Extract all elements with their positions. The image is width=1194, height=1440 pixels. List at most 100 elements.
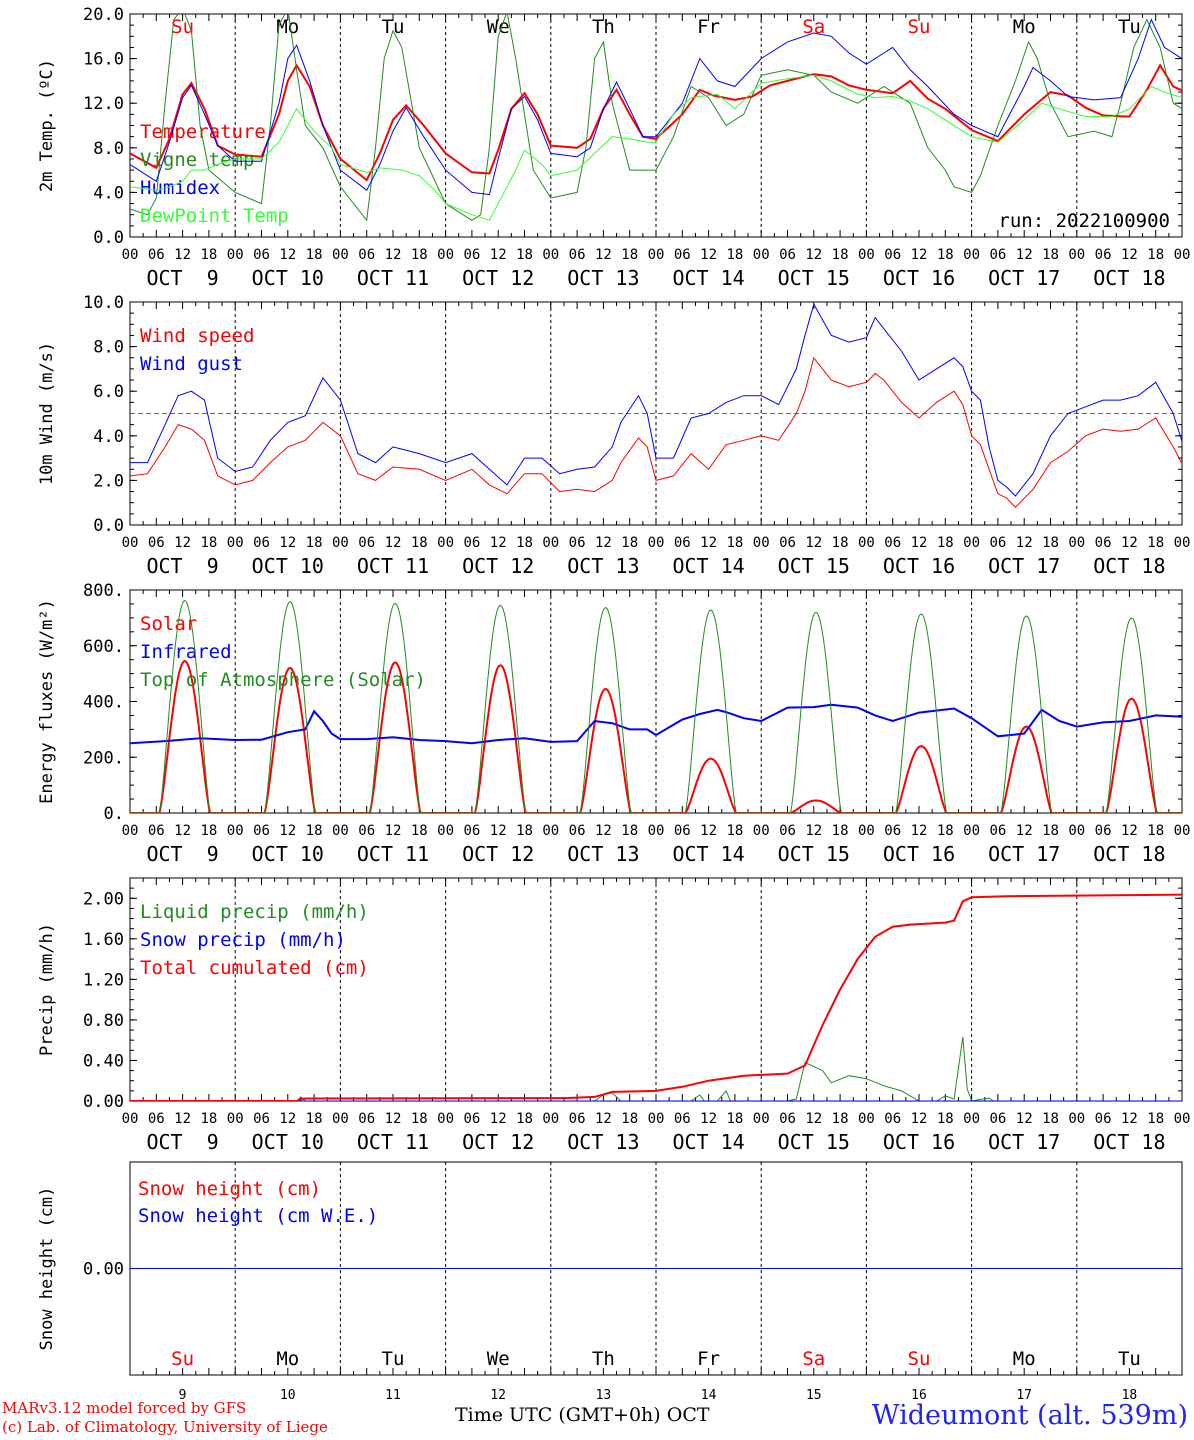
hour-tick-label: 00: [332, 823, 349, 839]
hour-tick-label: 00: [648, 535, 665, 551]
series-line-wind-speed: [130, 356, 1182, 508]
footer-credits: MARv3.12 model forced by GFS (c) Lab. of…: [2, 1399, 328, 1437]
hour-tick-label: 12: [174, 247, 191, 263]
legend-snow-height-cm: Snow height (cm): [138, 1178, 321, 1200]
hour-tick-label: 12: [279, 823, 296, 839]
hour-tick-label: 12: [595, 823, 612, 839]
hour-tick-label: 18: [200, 535, 217, 551]
date-label: OCT 11: [357, 1130, 429, 1154]
hour-tick-label: 00: [963, 1111, 980, 1127]
y-tick-label: 0.0: [93, 516, 124, 536]
hour-tick-label: 06: [148, 247, 165, 263]
date-label: OCT 10: [252, 842, 324, 866]
weekday-label: Su: [171, 1348, 194, 1370]
weekday-label: Sa: [802, 1348, 825, 1370]
hour-tick-label: 18: [516, 823, 533, 839]
hour-tick-label: 06: [148, 1111, 165, 1127]
hour-tick-label: 12: [174, 1111, 191, 1127]
hour-tick-label: 12: [805, 247, 822, 263]
date-label: OCT 11: [357, 266, 429, 290]
weekday-label: Mo: [1013, 1348, 1036, 1370]
day-number-label: 13: [596, 1388, 612, 1403]
y-tick-label: 10.0: [83, 293, 124, 313]
station-name: Wideumont (alt. 539m): [871, 1400, 1188, 1431]
hour-tick-label: 18: [726, 535, 743, 551]
panel-energy: 0. 200. 400. 600. 800. Energy fluxes (W/m²) 00…: [37, 581, 1190, 866]
series-line-solar: [130, 659, 1182, 813]
hour-tick-label: 06: [884, 535, 901, 551]
weekday-label: We: [487, 16, 510, 38]
hour-tick-label: 06: [569, 1111, 586, 1127]
weekday-label: Mo: [1013, 16, 1036, 38]
hour-tick-label: 18: [306, 247, 323, 263]
time-axis-title: Time UTC (GMT+0h) OCT: [455, 1404, 710, 1426]
legend-total-cumulated-cm: Total cumulated (cm): [140, 957, 369, 979]
weekday-label: Sa: [802, 16, 825, 38]
legend-top-of-atmosphere-solar: Top of Atmosphere (Solar): [140, 669, 426, 691]
hour-tick-label: 06: [253, 823, 270, 839]
legend-vigne-temp: Vigne temp: [140, 149, 254, 171]
hour-tick-label: 12: [1121, 247, 1138, 263]
weekday-label: Su: [908, 16, 931, 38]
y-tick-label: 0.80: [83, 1011, 124, 1031]
hour-tick-label: 12: [805, 823, 822, 839]
month-label: OCT: [666, 1404, 710, 1426]
y-tick-label: 1.60: [83, 930, 124, 950]
hour-tick-label: 06: [253, 535, 270, 551]
weekday-label: Tu: [382, 16, 405, 38]
hour-tick-label: 18: [200, 1111, 217, 1127]
y-tick-label: 0.: [104, 804, 124, 824]
hour-tick-label: 00: [1174, 247, 1191, 263]
date-label: OCT 13: [567, 842, 639, 866]
y-tick-label: 8.0: [93, 338, 124, 358]
hour-tick-label: 12: [1121, 823, 1138, 839]
hour-tick-label: 00: [227, 247, 244, 263]
hour-tick-label: 06: [253, 1111, 270, 1127]
weekday-label: Th: [592, 16, 615, 38]
hour-tick-label: 06: [1095, 1111, 1112, 1127]
date-label: OCT 16: [883, 266, 955, 290]
hour-tick-label: 18: [621, 535, 638, 551]
y-tick-label: 800.: [83, 581, 124, 601]
hour-tick-label: 12: [700, 247, 717, 263]
hour-tick-label: 18: [411, 535, 428, 551]
hour-tick-label: 18: [1042, 535, 1059, 551]
date-label: OCT 11: [357, 842, 429, 866]
panel-frame: [129, 301, 1183, 526]
hour-tick-label: 06: [989, 535, 1006, 551]
hour-tick-label: 06: [358, 1111, 375, 1127]
y-tick-label: 4.0: [93, 427, 124, 447]
hour-tick-label: 18: [832, 823, 849, 839]
hour-tick-label: 18: [1147, 1111, 1164, 1127]
hour-tick-label: 00: [963, 247, 980, 263]
y-tick-label: 400.: [83, 693, 124, 713]
legend-snow-precip-mm-h: Snow precip (mm/h): [140, 929, 346, 951]
day-number-label: 11: [385, 1388, 401, 1403]
y-tick-label: 200.: [83, 748, 124, 768]
y-tick-label: 2.00: [83, 889, 124, 909]
hour-tick-label: 00: [1068, 823, 1085, 839]
date-label: OCT 15: [778, 554, 850, 578]
date-label: OCT 15: [778, 1130, 850, 1154]
weekday-label: Fr: [697, 16, 720, 38]
hour-tick-label: 18: [306, 823, 323, 839]
date-label: OCT 15: [778, 266, 850, 290]
hour-tick-label: 18: [832, 535, 849, 551]
hour-tick-label: 00: [332, 247, 349, 263]
hour-tick-label: 06: [1095, 823, 1112, 839]
y-axis-label: Snow height (cm): [37, 1187, 57, 1351]
run-label: run: 2022100900: [998, 210, 1170, 232]
hour-tick-label: 18: [516, 535, 533, 551]
day-number-label: 9: [179, 1388, 187, 1403]
hour-tick-label: 06: [569, 247, 586, 263]
hour-tick-label: 06: [463, 823, 480, 839]
day-number-label: 12: [490, 1388, 506, 1403]
hour-tick-label: 12: [700, 823, 717, 839]
hour-tick-label: 00: [1068, 247, 1085, 263]
hour-tick-label: 12: [911, 535, 928, 551]
date-label: OCT 17: [988, 1130, 1060, 1154]
series-line-total-cumulated-cm: [130, 893, 1182, 1101]
hour-tick-label: 00: [753, 535, 770, 551]
hour-tick-label: 06: [779, 247, 796, 263]
hour-tick-label: 18: [306, 1111, 323, 1127]
